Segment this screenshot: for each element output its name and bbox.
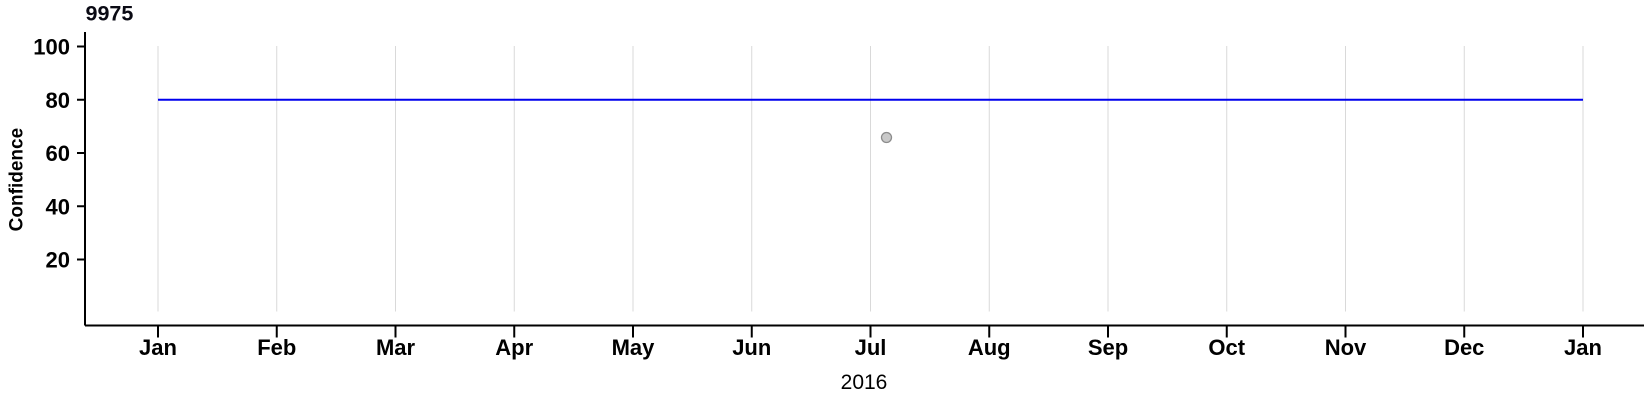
svg-text:Jul: Jul <box>855 335 887 360</box>
svg-text:20: 20 <box>46 248 70 273</box>
svg-text:Jun: Jun <box>732 335 771 360</box>
svg-text:2016: 2016 <box>841 371 888 394</box>
svg-text:9975: 9975 <box>86 2 134 26</box>
svg-text:60: 60 <box>46 141 70 166</box>
svg-text:Jan: Jan <box>139 335 177 360</box>
svg-text:Apr: Apr <box>495 335 533 360</box>
svg-text:Aug: Aug <box>968 335 1011 360</box>
svg-text:Nov: Nov <box>1325 335 1367 360</box>
svg-text:Dec: Dec <box>1444 335 1484 360</box>
svg-text:May: May <box>612 335 656 360</box>
svg-text:100: 100 <box>33 35 70 60</box>
svg-text:Feb: Feb <box>257 335 296 360</box>
svg-text:Oct: Oct <box>1208 335 1245 360</box>
svg-text:Mar: Mar <box>376 335 416 360</box>
svg-text:40: 40 <box>46 194 70 219</box>
svg-text:80: 80 <box>46 88 70 113</box>
svg-text:Sep: Sep <box>1088 335 1128 360</box>
svg-text:Confidence: Confidence <box>7 128 28 231</box>
svg-text:Jan: Jan <box>1564 335 1602 360</box>
